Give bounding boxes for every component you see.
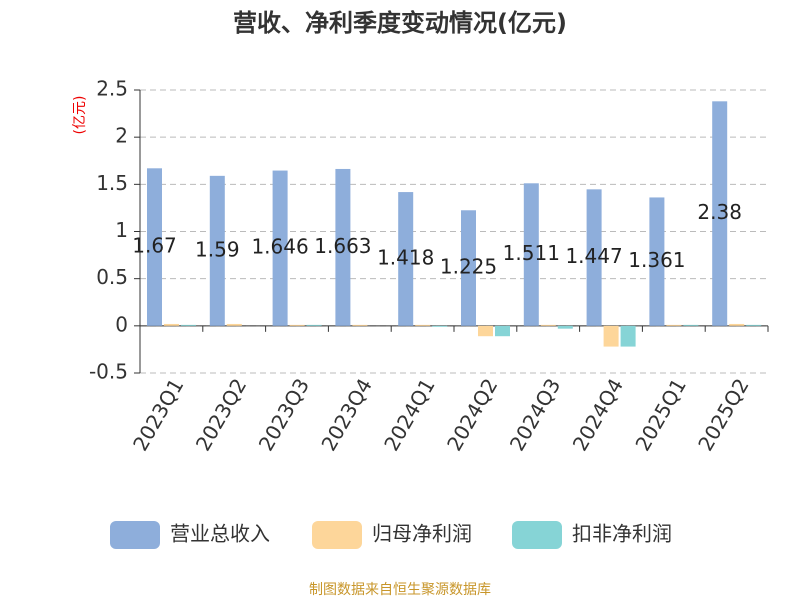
y-tick-label: 0.5 — [96, 265, 128, 289]
bar — [164, 323, 179, 326]
bar — [523, 183, 539, 326]
legend-label: 归母净利润 — [372, 522, 472, 546]
data-label: 1.447 — [565, 244, 622, 268]
y-unit: (亿元) — [72, 96, 88, 135]
bar — [289, 324, 305, 326]
x-tick-label: 2024Q1 — [379, 374, 439, 455]
chart-title: 营收、净利季度变动情况(亿元) — [233, 9, 567, 37]
legend-swatch — [512, 521, 562, 549]
bar — [415, 324, 431, 326]
bar — [746, 324, 762, 326]
bar — [603, 325, 619, 347]
data-label: 1.646 — [251, 235, 308, 259]
bar — [620, 325, 636, 347]
bar — [649, 197, 665, 326]
x-tick-label: 2023Q2 — [191, 374, 251, 455]
bar — [683, 324, 699, 326]
data-label: 1.59 — [195, 237, 240, 261]
data-label: 1.67 — [132, 234, 177, 258]
x-tick-label: 2023Q1 — [128, 374, 188, 455]
x-tick-label: 2024Q3 — [505, 374, 565, 455]
bar — [226, 323, 242, 326]
y-tick-label: -0.5 — [89, 360, 128, 384]
bar — [495, 325, 510, 337]
bar — [729, 323, 745, 326]
y-tick-label: 1.5 — [96, 171, 128, 195]
bar — [478, 325, 493, 337]
bar — [586, 189, 602, 326]
bar — [209, 175, 225, 326]
data-label: 1.511 — [503, 241, 560, 265]
x-tick-label: 2023Q4 — [316, 374, 376, 455]
y-tick-label: 2 — [115, 124, 128, 148]
y-tick-label: 1 — [115, 218, 128, 242]
bar — [461, 210, 476, 326]
legend-swatch — [110, 521, 160, 549]
bar — [147, 168, 162, 326]
bar — [540, 324, 556, 326]
bar — [398, 192, 414, 326]
bar — [557, 325, 573, 329]
x-tick-label: 2024Q4 — [568, 374, 628, 455]
data-label: 1.663 — [314, 234, 371, 258]
x-tick-label: 2024Q2 — [442, 374, 502, 455]
data-label: 2.38 — [697, 200, 742, 224]
data-label: 1.225 — [440, 255, 497, 279]
source-note: 制图数据来自恒生聚源数据库 — [309, 582, 491, 598]
y-tick-label: 0 — [115, 312, 128, 336]
legend-swatch — [312, 521, 362, 549]
x-tick-label: 2025Q2 — [693, 374, 753, 455]
data-label: 1.361 — [628, 248, 685, 272]
bar — [335, 168, 351, 326]
bar — [352, 324, 368, 326]
legend-label: 营业总收入 — [170, 522, 270, 546]
bar — [712, 101, 728, 326]
bar — [272, 170, 288, 326]
data-label: 1.418 — [377, 245, 434, 269]
x-tick-label: 2025Q1 — [630, 374, 690, 455]
legend-label: 扣非净利润 — [572, 522, 672, 546]
bar — [432, 325, 448, 327]
y-tick-label: 2.5 — [96, 77, 128, 101]
bar — [666, 324, 682, 326]
x-tick-label: 2023Q3 — [254, 374, 314, 455]
bar — [306, 324, 322, 326]
bar — [181, 324, 196, 326]
